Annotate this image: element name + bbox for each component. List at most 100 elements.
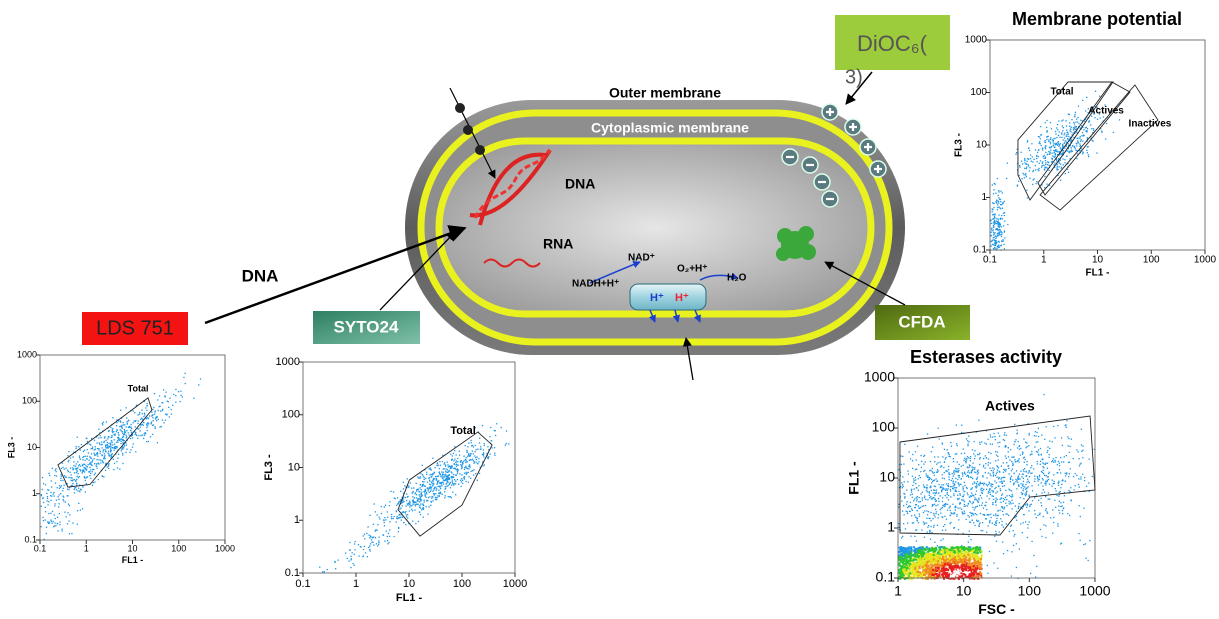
event-dot [1029, 170, 1030, 171]
event-dot [1088, 156, 1089, 157]
event-dot [108, 436, 109, 437]
event-dot [969, 566, 971, 568]
event-dot [1043, 489, 1044, 490]
event-dot [1051, 146, 1052, 147]
event-dot [455, 474, 456, 475]
event-dot [179, 401, 180, 402]
proton-label: H⁺ [675, 292, 689, 304]
event-dot [1027, 197, 1028, 198]
event-dot [979, 442, 980, 443]
event-dot [1054, 483, 1055, 484]
event-dot [155, 417, 156, 418]
event-dot [912, 454, 913, 455]
event-dot [107, 438, 108, 439]
event-dot [1082, 446, 1083, 447]
event-dot [1024, 462, 1025, 463]
event-dot [93, 482, 94, 483]
event-dot [153, 424, 154, 425]
event-dot [953, 495, 954, 496]
event-dot [963, 448, 964, 449]
event-dot [373, 524, 374, 525]
event-dot [1062, 510, 1063, 511]
event-dot [182, 396, 183, 397]
event-dot [969, 466, 970, 467]
event-dot [118, 437, 119, 438]
event-dot [939, 546, 941, 548]
event-dot [1034, 478, 1035, 479]
event-dot [358, 544, 359, 545]
event-dot [1075, 121, 1076, 122]
event-dot [959, 548, 961, 550]
x-tick-label: 1 [1041, 255, 1047, 266]
event-dot [56, 471, 57, 472]
event-dot [988, 462, 989, 463]
event-dot [995, 451, 996, 452]
event-dot [384, 506, 385, 507]
event-dot [69, 472, 70, 473]
event-dot [94, 463, 95, 464]
event-dot [381, 506, 382, 507]
event-dot [1029, 504, 1030, 505]
event-dot [389, 501, 390, 502]
event-dot [63, 488, 64, 489]
event-dot [1007, 224, 1008, 225]
event-dot [1011, 551, 1012, 552]
event-dot [150, 436, 151, 437]
event-dot [920, 477, 921, 478]
event-dot [430, 505, 431, 506]
event-dot [1000, 245, 1001, 246]
event-dot [1056, 127, 1057, 128]
event-dot [995, 500, 996, 501]
event-dot [366, 533, 367, 534]
event-dot [969, 546, 971, 548]
event-dot [964, 510, 965, 511]
event-dot [111, 440, 112, 441]
event-dot [429, 488, 430, 489]
event-dot [898, 562, 900, 564]
event-dot [922, 492, 923, 493]
event-dot [405, 497, 406, 498]
event-dot [439, 468, 440, 469]
event-dot [368, 547, 369, 548]
event-dot [958, 468, 959, 469]
event-dot [106, 447, 107, 448]
event-dot [1037, 476, 1038, 477]
event-dot [1017, 430, 1018, 431]
event-dot [1004, 201, 1005, 202]
event-dot [1002, 511, 1003, 512]
event-dot [997, 221, 998, 222]
event-dot [1060, 502, 1061, 503]
event-dot [453, 460, 454, 461]
event-dot [908, 473, 909, 474]
event-dot [995, 439, 996, 440]
event-dot [46, 493, 47, 494]
event-dot [151, 422, 152, 423]
event-dot [995, 504, 996, 505]
event-dot [121, 441, 122, 442]
event-dot [944, 552, 946, 554]
event-dot [426, 474, 427, 475]
event-dot [160, 411, 161, 412]
event-dot [421, 495, 422, 496]
event-dot [938, 470, 939, 471]
event-dot [80, 449, 81, 450]
event-dot [1010, 479, 1011, 480]
event-dot [475, 457, 476, 458]
event-dot [1035, 431, 1036, 432]
event-dot [416, 490, 417, 491]
event-dot [929, 518, 930, 519]
event-dot [1002, 507, 1003, 508]
event-dot [122, 437, 123, 438]
x-tick-label: 0.1 [34, 543, 47, 553]
event-dot [393, 536, 394, 537]
event-dot [938, 498, 939, 499]
event-dot [950, 490, 951, 491]
event-dot [411, 509, 412, 510]
event-dot [976, 483, 977, 484]
event-dot [1049, 483, 1050, 484]
event-dot [110, 427, 111, 428]
event-dot [975, 494, 976, 495]
event-dot [1048, 162, 1049, 163]
event-dot [902, 487, 903, 488]
event-dot [945, 457, 946, 458]
